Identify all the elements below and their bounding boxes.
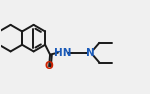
Text: N: N [86,48,95,58]
Text: HN: HN [54,48,72,58]
Text: O: O [45,61,53,71]
